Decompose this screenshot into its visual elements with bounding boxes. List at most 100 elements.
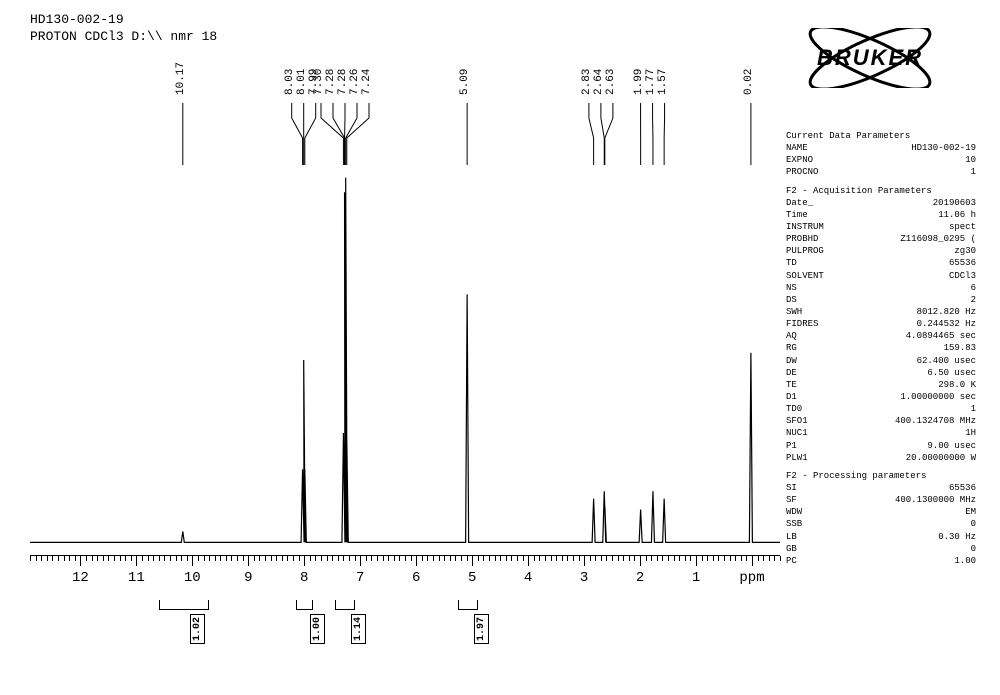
axis-tick-minor	[159, 556, 160, 561]
axis-tick-label: 5	[468, 570, 476, 586]
axis-tick-minor	[657, 556, 658, 561]
axis-tick-minor	[674, 556, 675, 561]
axis-tick-minor	[411, 556, 412, 561]
param-value: 1	[818, 166, 976, 178]
axis-tick-minor	[92, 556, 93, 561]
axis-unit-label: ppm	[739, 570, 764, 586]
param-value: 65536	[797, 257, 976, 269]
axis-tick-minor	[780, 556, 781, 561]
param-key: NS	[786, 282, 797, 294]
axis-tick-minor	[668, 556, 669, 561]
axis-tick-minor	[606, 556, 607, 561]
param-row: DS2	[786, 294, 976, 306]
axis-tick-minor	[394, 556, 395, 561]
axis-tick-major	[528, 556, 529, 566]
param-row: SWH8012.820 Hz	[786, 306, 976, 318]
axis-tick-minor	[125, 556, 126, 561]
axis-tick-minor	[517, 556, 518, 561]
axis-tick-major	[584, 556, 585, 566]
spectrum-trace-icon	[30, 170, 780, 550]
param-row: WDWEM	[786, 506, 976, 518]
axis-tick-minor	[349, 556, 350, 561]
axis-tick-minor	[36, 556, 37, 561]
axis-tick-minor	[450, 556, 451, 561]
integral-bracket	[296, 600, 313, 610]
axis-tick-minor	[500, 556, 501, 561]
axis-tick-label: 10	[184, 570, 201, 586]
axis-tick-minor	[707, 556, 708, 561]
axis-tick-label: 8	[300, 570, 308, 586]
parameters-panel: Current Data ParametersNAMEHD130-002-19E…	[786, 130, 976, 567]
axis-tick-minor	[371, 556, 372, 561]
axis-tick-minor	[534, 556, 535, 561]
axis-tick-minor	[467, 556, 468, 561]
axis-tick-minor	[646, 556, 647, 561]
param-value: 2	[797, 294, 976, 306]
axis-tick-minor	[758, 556, 759, 561]
axis-tick-minor	[523, 556, 524, 561]
param-row: SFO1400.1324708 MHz	[786, 415, 976, 427]
param-value: CDCl3	[824, 270, 976, 282]
param-row: TD65536	[786, 257, 976, 269]
axis-tick-minor	[556, 556, 557, 561]
param-row: PROBHDZ116098_0295 (	[786, 233, 976, 245]
param-key: PLW1	[786, 452, 808, 464]
axis-tick-minor	[383, 556, 384, 561]
axis-tick-minor	[97, 556, 98, 561]
axis-tick-minor	[86, 556, 87, 561]
axis-tick-minor	[539, 556, 540, 561]
axis-tick-minor	[651, 556, 652, 561]
axis-tick-minor	[718, 556, 719, 561]
axis-tick-minor	[47, 556, 48, 561]
param-value: 0	[797, 543, 976, 555]
axis-tick-minor	[735, 556, 736, 561]
axis-tick-minor	[763, 556, 764, 561]
axis-tick-minor	[590, 556, 591, 561]
param-key: GB	[786, 543, 797, 555]
axis-tick-minor	[545, 556, 546, 561]
axis-tick-major	[248, 556, 249, 566]
axis-tick-minor	[170, 556, 171, 561]
param-row: Time11.06 h	[786, 209, 976, 221]
axis-tick-minor	[601, 556, 602, 561]
peak-picking-labels: 10.178.038.017.997.307.287.287.267.245.0…	[30, 55, 780, 165]
axis-tick-minor	[612, 556, 613, 561]
bruker-logo: BRUKER	[790, 28, 950, 88]
param-row: FIDRES0.244532 Hz	[786, 318, 976, 330]
axis-tick-minor	[327, 556, 328, 561]
param-row: SOLVENTCDCl3	[786, 270, 976, 282]
param-key: PROBHD	[786, 233, 818, 245]
axis-tick-label: 9	[244, 570, 252, 586]
param-value: 6	[797, 282, 976, 294]
param-key: PROCNO	[786, 166, 818, 178]
param-key: D1	[786, 391, 797, 403]
axis-tick-minor	[108, 556, 109, 561]
param-value: 4.0894465 sec	[797, 330, 976, 342]
param-value: 62.400 usec	[797, 355, 976, 367]
axis-tick-minor	[506, 556, 507, 561]
axis-tick-minor	[343, 556, 344, 561]
axis-tick-minor	[551, 556, 552, 561]
param-value: 0.244532 Hz	[818, 318, 976, 330]
axis-tick-minor	[422, 556, 423, 561]
axis-tick-major	[360, 556, 361, 566]
axis-tick-minor	[75, 556, 76, 561]
axis-tick-major	[136, 556, 137, 566]
axis-tick-minor	[444, 556, 445, 561]
axis-tick-minor	[439, 556, 440, 561]
param-key: EXPNO	[786, 154, 813, 166]
integral-bracket	[335, 600, 355, 610]
param-value: 9.00 usec	[797, 440, 976, 452]
axis-tick-minor	[489, 556, 490, 561]
integral-value: 1.14	[351, 614, 366, 644]
integral-bracket	[458, 600, 478, 610]
axis-tick-minor	[679, 556, 680, 561]
param-key: TD	[786, 257, 797, 269]
axis-tick-minor	[226, 556, 227, 561]
param-row: P19.00 usec	[786, 440, 976, 452]
axis-tick-minor	[209, 556, 210, 561]
param-value: EM	[802, 506, 976, 518]
axis-tick-minor	[30, 556, 31, 561]
axis-tick-minor	[287, 556, 288, 561]
logo-text: BRUKER	[817, 45, 923, 71]
